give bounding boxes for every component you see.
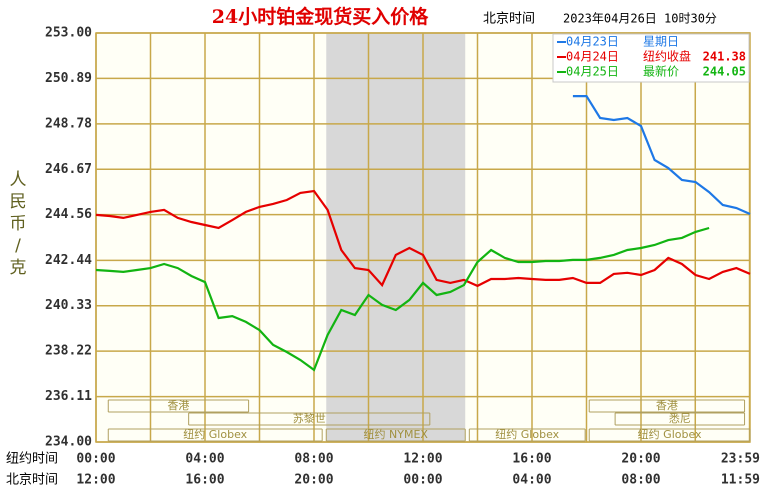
y-tick-label: 238.22: [45, 344, 92, 359]
x-tick-label: 04:00: [185, 452, 224, 467]
session-label: 悉尼: [669, 412, 691, 425]
x2-axis-label: 北京时间: [6, 473, 58, 488]
price-line: [95, 226, 710, 372]
legend-label: 04月24日: [566, 50, 619, 64]
legend-value: 244.05: [703, 65, 746, 79]
x2-tick-label: 04:00: [512, 473, 551, 488]
plot-frame: [95, 32, 751, 443]
y-axis-label-char: 民: [10, 192, 27, 212]
legend-note: 星期日: [643, 35, 679, 49]
y-axis-label-char: 人: [10, 170, 27, 190]
x-tick-label: 20:00: [621, 452, 660, 467]
legend-box: [552, 33, 750, 83]
y-tick-label: 246.67: [45, 162, 92, 177]
x-tick-label: 08:00: [294, 452, 333, 467]
y-tick-label: 240.33: [45, 298, 92, 313]
x2-tick-label: 08:00: [621, 473, 660, 488]
legend-note: 最新价: [643, 64, 679, 79]
y-axis-label: 人民币/克: [10, 170, 27, 278]
session-label: 纽约 Globex: [638, 427, 702, 441]
y-tick-label: 236.11: [45, 389, 92, 404]
legend-note: 纽约收盘: [643, 49, 691, 64]
session-label: 纽约 Globex: [183, 427, 247, 441]
session-label: 苏黎世: [293, 411, 326, 425]
x2-tick-label: 12:00: [76, 473, 115, 488]
legend-value: 241.38: [703, 50, 746, 64]
session-label: 香港: [656, 399, 678, 412]
legend-label: 04月25日: [566, 65, 619, 79]
x2-tick-label: 00:00: [403, 473, 442, 488]
x-tick-label: 12:00: [403, 452, 442, 467]
y-axis-label-char: /: [15, 236, 21, 256]
price-line: [95, 189, 751, 288]
x-tick-label: 23:59: [721, 452, 760, 467]
x2-tick-label: 20:00: [294, 473, 333, 488]
session-shade: [326, 33, 466, 442]
session-label: 纽约 NYMEX: [364, 427, 429, 441]
session-label: 香港: [167, 399, 189, 412]
y-tick-label: 234.00: [45, 435, 92, 450]
x-axis-label: 纽约时间: [6, 452, 58, 467]
subtitle: 北京时间: [483, 12, 535, 27]
session-label: 纽约 Globex: [495, 427, 559, 441]
x-tick-label: 00:00: [76, 452, 115, 467]
timestamp: 2023年04月26日 10时30分: [563, 12, 717, 26]
x2-tick-label: 11:59: [721, 473, 760, 488]
legend-label: 04月23日: [566, 35, 619, 49]
x2-tick-label: 16:00: [185, 473, 224, 488]
y-tick-label: 244.56: [45, 207, 92, 222]
y-axis-label-char: 币: [10, 214, 27, 234]
price-line: [572, 95, 751, 216]
y-tick-label: 248.78: [45, 116, 92, 131]
y-tick-label: 242.44: [45, 253, 92, 268]
chart-title: 24小时铂金现货买入价格: [212, 5, 429, 28]
y-axis-label-char: 克: [10, 258, 27, 278]
x-tick-label: 16:00: [512, 452, 551, 467]
y-tick-label: 250.89: [45, 71, 92, 86]
y-tick-label: 253.00: [45, 26, 92, 41]
